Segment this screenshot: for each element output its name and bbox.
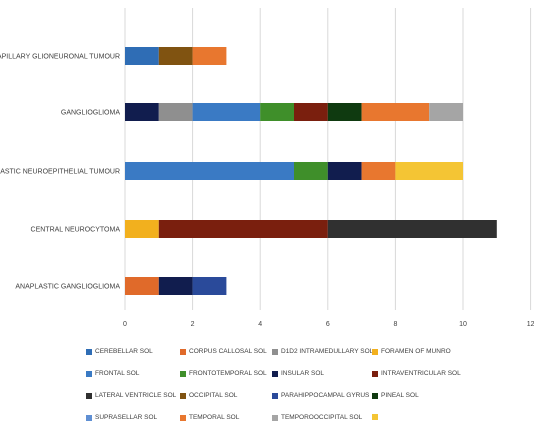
legend-label: D1D2 INTRAMEDULLARY SOL	[281, 348, 374, 355]
category-labels: PAPILLARY GLIONEURONAL TUMOUR GANGLIOGLIO…	[0, 54, 120, 291]
category-label: CENTRAL NEUROCYTOMA	[31, 227, 121, 234]
legend-label: FRONTOTEMPORAL SOL	[189, 370, 267, 377]
legend-item: LATERAL VENTRICLE SOL	[86, 392, 176, 399]
legend-swatch	[86, 392, 92, 399]
category-label: MBRYOPLASTIC NEUROEPITHELIAL TUMOUR	[0, 169, 120, 176]
x-tick-label: 12	[527, 321, 534, 328]
legend-item	[372, 414, 381, 420]
x-tick-labels: 0 2 4 6 8 10 12	[123, 321, 534, 328]
x-tick-label: 2	[191, 321, 195, 328]
legend-item: INSULAR SOL	[272, 370, 324, 377]
legend-item: PINEAL SOL	[372, 392, 419, 399]
bar-segment-0-0	[125, 47, 159, 65]
bar-segment-2-0	[125, 162, 294, 180]
legend-swatch	[86, 348, 92, 355]
bar-segment-1-3	[260, 103, 294, 121]
legend-swatch	[86, 370, 92, 377]
bar-segment-4-2	[192, 277, 227, 295]
legend-label: TEMPOROOCCIPITAL SOL	[281, 414, 363, 421]
legend-label: INSULAR SOL	[281, 370, 324, 377]
legend-item: SUPRASELLAR SOL	[86, 414, 157, 421]
legend-label: PARAHIPPOCAMPAL GYRUS	[281, 392, 370, 399]
legend-item: CEREBELLAR SOL	[86, 348, 153, 355]
legend-item: TEMPOROOCCIPITAL SOL	[272, 414, 362, 421]
bar-segment-4-0	[125, 277, 159, 295]
legend-label: FRONTAL SOL	[95, 370, 140, 377]
legend-label: PINEAL SOL	[381, 392, 419, 399]
legend-swatch	[272, 414, 278, 421]
legend-swatch	[180, 348, 186, 355]
bar-segment-2-1	[294, 162, 328, 180]
bar-segment-0-2	[192, 47, 227, 65]
bar-segment-1-1	[158, 103, 193, 121]
bar-segment-4-1	[158, 277, 193, 295]
legend-swatch	[372, 370, 378, 377]
legend-swatch	[86, 414, 92, 421]
legend-item: INTRAVENTRICULAR SOL	[372, 370, 461, 377]
legend-swatch	[272, 348, 278, 355]
legend-item: OCCIPITAL SOL	[180, 392, 237, 399]
category-label: GANGLIOGLIOMA	[61, 110, 120, 117]
bar-segment-3-1	[158, 220, 328, 238]
x-tick-label: 4	[258, 321, 262, 328]
legend-swatch	[272, 392, 278, 399]
bar-segment-3-0	[125, 220, 159, 238]
legend-item: D1D2 INTRAMEDULLARY SOL	[272, 348, 373, 355]
legend-swatch	[372, 348, 378, 355]
bar-segment-1-4	[294, 103, 328, 121]
legend-item: PARAHIPPOCAMPAL GYRUS	[272, 392, 369, 399]
legend-label: OCCIPITAL SOL	[189, 392, 238, 399]
legend-label: SUPRASELLAR SOL	[95, 414, 158, 421]
legend-item: FRONTAL SOL	[86, 370, 139, 377]
stacked-bar-chart: PAPILLARY GLIONEURONAL TUMOUR GANGLIOGLIO…	[0, 8, 534, 328]
bar-segment-1-0	[125, 103, 159, 121]
legend-item: TEMPORAL SOL	[180, 414, 239, 421]
bar-segment-2-4	[395, 162, 463, 180]
bar-segment-2-2	[327, 162, 362, 180]
legend-item: CORPUS CALLOSAL SOL	[180, 348, 267, 355]
x-tick-label: 8	[393, 321, 397, 328]
bars	[125, 47, 497, 295]
legend-item: FRONTOTEMPORAL SOL	[180, 370, 267, 377]
category-label: PAPILLARY GLIONEURONAL TUMOUR	[0, 54, 120, 61]
legend-swatch	[372, 414, 378, 420]
legend-swatch	[180, 414, 186, 421]
bar-segment-0-1	[158, 47, 193, 65]
legend-label: FORAMEN OF MUNRO	[381, 348, 451, 355]
legend-swatch	[372, 392, 378, 399]
legend-label: LATERAL VENTRICLE SOL	[95, 392, 177, 399]
legend-label: TEMPORAL SOL	[189, 414, 240, 421]
bar-segment-2-3	[361, 162, 396, 180]
legend-swatch	[272, 370, 278, 377]
x-tick-label: 0	[123, 321, 127, 328]
legend-swatch	[180, 370, 186, 377]
legend-label: CORPUS CALLOSAL SOL	[189, 348, 267, 355]
x-tick-label: 10	[459, 321, 467, 328]
x-tick-label: 6	[326, 321, 330, 328]
bar-segment-1-6	[361, 103, 430, 121]
bar-segment-1-2	[192, 103, 261, 121]
legend-item: FORAMEN OF MUNRO	[372, 348, 451, 355]
category-label: ANAPLASTIC GANGLIOGLIOMA	[15, 284, 120, 291]
bar-segment-1-5	[327, 103, 362, 121]
legend-label: INTRAVENTRICULAR SOL	[381, 370, 461, 377]
legend-label: CEREBELLAR SOL	[95, 348, 153, 355]
bar-segment-3-2	[327, 220, 497, 238]
legend-swatch	[180, 392, 186, 399]
bar-segment-1-7	[429, 103, 463, 121]
